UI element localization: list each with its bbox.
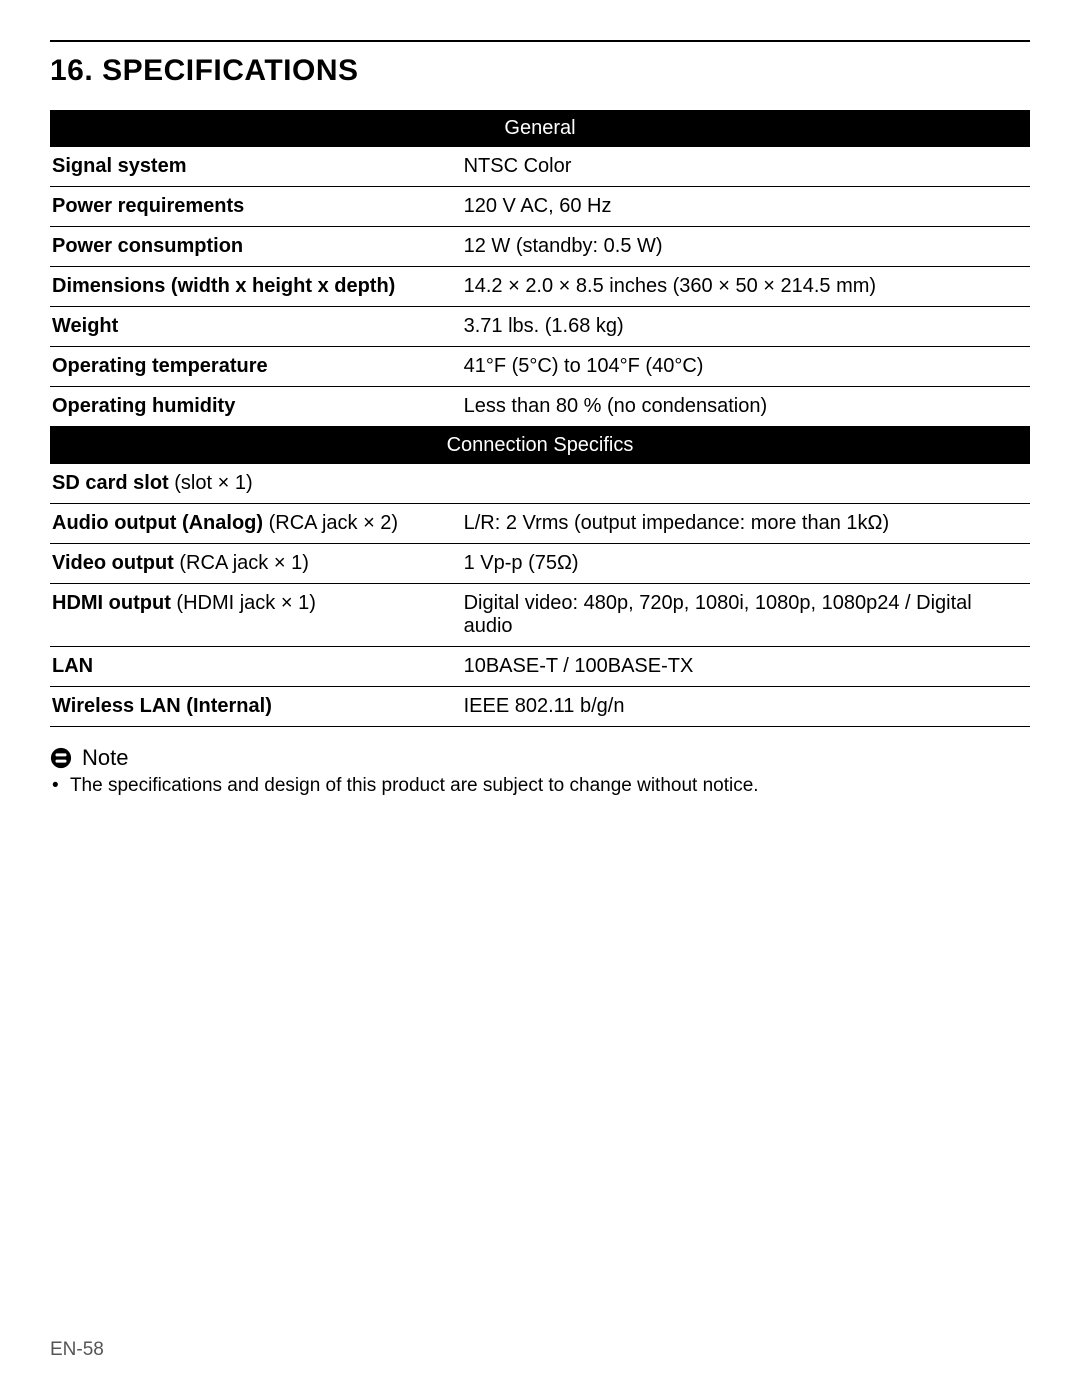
spec-value: NTSC Color xyxy=(462,147,1030,187)
spec-label: Operating humidity xyxy=(50,387,462,427)
spec-label-rest: (HDMI jack × 1) xyxy=(171,592,316,614)
spec-value: 14.2 × 2.0 × 8.5 inches (360 × 50 × 214.… xyxy=(462,267,1030,307)
spec-label-bold: Signal system xyxy=(52,155,187,177)
spec-label: Power consumption xyxy=(50,227,462,267)
spec-label: HDMI output (HDMI jack × 1) xyxy=(50,584,462,647)
table-row: LAN 10BASE-T / 100BASE-TX xyxy=(50,647,1030,687)
spec-label-bold: Weight xyxy=(52,315,118,337)
spec-label: LAN xyxy=(50,647,462,687)
spec-value: 10BASE-T / 100BASE-TX xyxy=(462,647,1030,687)
spec-label-rest: (RCA jack × 1) xyxy=(174,552,309,574)
note-block: Note The specifications and design of th… xyxy=(50,745,1030,797)
note-item: The specifications and design of this pr… xyxy=(52,775,1030,797)
spec-label: Signal system xyxy=(50,147,462,187)
spec-label: Weight xyxy=(50,307,462,347)
table-row: Operating humidity Less than 80 % (no con… xyxy=(50,387,1030,427)
section-title: 16. SPECIFICATIONS xyxy=(50,54,1030,88)
spec-label: Audio output (Analog) (RCA jack × 2) xyxy=(50,504,462,544)
spec-label-bold: SD card slot xyxy=(52,472,169,494)
table-row: Dimensions (width x height x depth) 14.2 … xyxy=(50,267,1030,307)
spec-value: L/R: 2 Vrms (output impedance: more than… xyxy=(462,504,1030,544)
spec-value: 12 W (standby: 0.5 W) xyxy=(462,227,1030,267)
spec-label: SD card slot (slot × 1) xyxy=(50,464,462,504)
spec-label: Dimensions (width x height x depth) xyxy=(50,267,462,307)
table-row: Signal system NTSC Color xyxy=(50,147,1030,187)
connection-specs-table: Connection Specifics SD card slot (slot … xyxy=(50,427,1030,727)
table-row: Power requirements 120 V AC, 60 Hz xyxy=(50,187,1030,227)
table-row: Video output (RCA jack × 1)1 Vp-p (75Ω) xyxy=(50,544,1030,584)
spec-value: 120 V AC, 60 Hz xyxy=(462,187,1030,227)
spec-label-bold: Power consumption xyxy=(52,235,243,257)
table-row: Operating temperature 41°F (5°C) to 104°F… xyxy=(50,347,1030,387)
connection-rows: SD card slot (slot × 1)Audio output (Ana… xyxy=(50,464,1030,727)
note-title: Note xyxy=(82,745,128,771)
spec-label: Power requirements xyxy=(50,187,462,227)
section-title-text: SPECIFICATIONS xyxy=(102,54,358,87)
spec-label-rest: (RCA jack × 2) xyxy=(263,512,398,534)
section-number: 16. xyxy=(50,54,93,87)
general-specs-table: General Signal systemNTSC ColorPower req… xyxy=(50,110,1030,427)
spec-value: IEEE 802.11 b/g/n xyxy=(462,687,1030,727)
table-row: HDMI output (HDMI jack × 1)Digital video… xyxy=(50,584,1030,647)
note-header: Note xyxy=(50,745,1030,771)
table-row: Power consumption 12 W (standby: 0.5 W) xyxy=(50,227,1030,267)
general-rows: Signal systemNTSC ColorPower requirement… xyxy=(50,147,1030,427)
table-row: SD card slot (slot × 1) xyxy=(50,464,1030,504)
spec-label-bold: Dimensions (width x height x depth) xyxy=(52,275,395,297)
connection-header: Connection Specifics xyxy=(50,427,1030,464)
spec-label-rest: (slot × 1) xyxy=(169,472,253,494)
spec-label-bold: LAN xyxy=(52,655,93,677)
spec-label-bold: Operating humidity xyxy=(52,395,235,417)
page-footer: EN-58 xyxy=(50,1339,104,1361)
note-icon xyxy=(50,747,72,769)
table-row: Weight 3.71 lbs. (1.68 kg) xyxy=(50,307,1030,347)
spec-label-bold: Power requirements xyxy=(52,195,244,217)
spec-label-bold: Audio output (Analog) xyxy=(52,512,263,534)
spec-label: Video output (RCA jack × 1) xyxy=(50,544,462,584)
spec-label-bold: Operating temperature xyxy=(52,355,268,377)
spec-value: 3.71 lbs. (1.68 kg) xyxy=(462,307,1030,347)
spec-value: Digital video: 480p, 720p, 1080i, 1080p,… xyxy=(462,584,1030,647)
spec-value: Less than 80 % (no condensation) xyxy=(462,387,1030,427)
top-horizontal-rule xyxy=(50,40,1030,42)
table-row: Wireless LAN (Internal) IEEE 802.11 b/g/n xyxy=(50,687,1030,727)
spec-label: Operating temperature xyxy=(50,347,462,387)
spec-value: 41°F (5°C) to 104°F (40°C) xyxy=(462,347,1030,387)
spec-label-bold: HDMI output xyxy=(52,592,171,614)
spec-label-bold: Wireless LAN (Internal) xyxy=(52,695,272,717)
spec-value: 1 Vp-p (75Ω) xyxy=(462,544,1030,584)
spec-label: Wireless LAN (Internal) xyxy=(50,687,462,727)
spec-label-bold: Video output xyxy=(52,552,174,574)
table-row: Audio output (Analog) (RCA jack × 2)L/R:… xyxy=(50,504,1030,544)
general-header: General xyxy=(50,110,1030,147)
note-list: The specifications and design of this pr… xyxy=(50,775,1030,797)
spec-value xyxy=(462,464,1030,504)
